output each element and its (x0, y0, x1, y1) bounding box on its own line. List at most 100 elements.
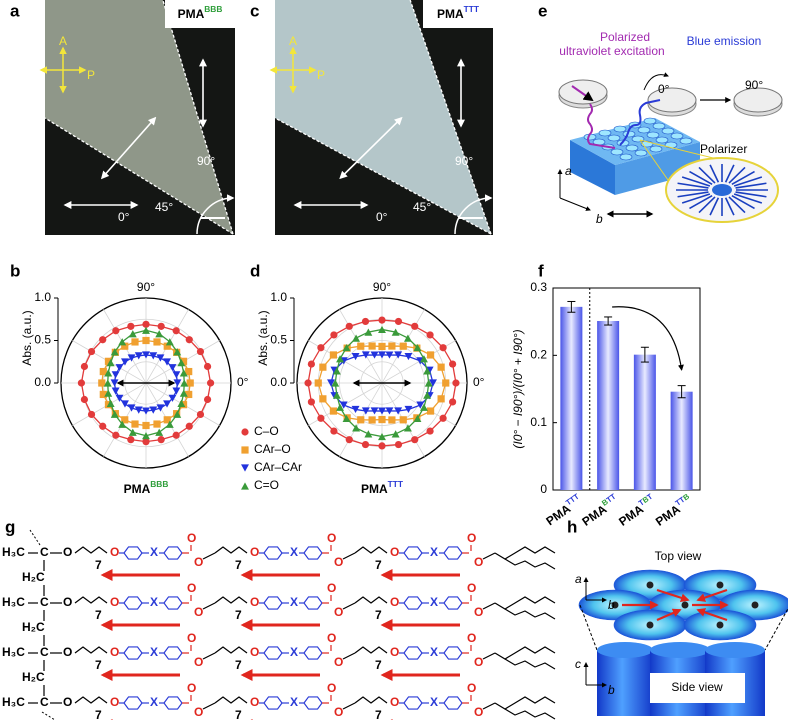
view-label: Side view (671, 680, 723, 694)
phenyl-ring (123, 546, 143, 560)
label-box (423, 0, 493, 28)
data-point (111, 387, 120, 395)
carbonyl-oxygen: O (467, 681, 476, 695)
dipole-arrow (696, 588, 728, 602)
polarizer-face (647, 87, 697, 113)
spacer-count: 7 (375, 558, 382, 572)
data-point (118, 420, 127, 428)
ester-oxygen: O (63, 695, 72, 709)
bond (482, 702, 496, 710)
wedge-edge (162, 0, 234, 235)
data-point (378, 316, 386, 324)
alkyl-tail (504, 558, 556, 570)
data-point (115, 394, 124, 402)
alkyl-tail (504, 608, 556, 620)
data-point (179, 357, 188, 365)
carbonyl-oxygen: O (467, 581, 476, 595)
ether-oxygen: O (250, 545, 259, 559)
linker: X (430, 645, 438, 659)
projection (579, 604, 598, 651)
column-core (611, 601, 619, 609)
data-point (426, 351, 435, 359)
y-tick-label: 0.2 (530, 348, 547, 362)
data-point (342, 414, 351, 423)
bar (633, 354, 656, 490)
data-point (327, 379, 335, 387)
data-point (426, 407, 435, 415)
mesogen (728, 166, 746, 184)
lattice-cell (655, 136, 669, 144)
data-point (378, 442, 386, 450)
data-point (104, 357, 113, 365)
film-side (570, 140, 615, 195)
data-point (142, 438, 150, 446)
data-point (426, 427, 434, 435)
phenyl-ring (443, 596, 463, 610)
data-point (403, 424, 412, 432)
panel-label: g (5, 517, 15, 536)
bond (342, 702, 356, 710)
lattice-cell (625, 144, 639, 152)
zoom-core (712, 184, 732, 196)
linker: X (430, 695, 438, 709)
data-point (314, 379, 322, 387)
r-axis-label: Abs. (a.u.) (20, 310, 34, 365)
data-point (378, 325, 386, 334)
axis-label: b (596, 212, 603, 226)
lattice-cell (649, 145, 663, 153)
angle-label: 0° (376, 210, 388, 224)
spacer-chain (214, 596, 248, 604)
angle-label: 90° (455, 154, 473, 168)
phenyl-ring (263, 646, 283, 660)
bar (597, 320, 620, 490)
chain-end (41, 711, 56, 720)
data-point (364, 328, 373, 336)
ether-oxygen: O (250, 595, 259, 609)
spacer-chain (74, 696, 108, 704)
mesogen (709, 197, 720, 216)
data-point (352, 334, 361, 342)
data-point (399, 342, 407, 350)
backbone-carbon: C (40, 695, 49, 709)
alkyl-tail (504, 708, 556, 720)
data-point (127, 322, 135, 330)
data-point (196, 347, 205, 356)
polarizer-face (733, 87, 783, 113)
mesogen (681, 193, 711, 204)
linker: X (150, 545, 158, 559)
alkyl-tail (494, 546, 556, 560)
linker: X (290, 645, 298, 659)
data-point (394, 351, 403, 359)
axis-arrow (559, 197, 591, 211)
phenyl-ring (123, 646, 143, 660)
data-point (378, 415, 386, 424)
axis-label: a (565, 164, 572, 178)
label-sup: TTT (464, 4, 480, 14)
data-point (179, 369, 188, 377)
lattice-cell (661, 127, 675, 135)
data-point (163, 358, 171, 366)
data-point (128, 428, 137, 436)
carbonyl-oxygen: O (467, 631, 476, 645)
data-point (413, 343, 422, 352)
phenyl-ring (163, 546, 183, 560)
spacer-chain (74, 646, 108, 654)
data-point (155, 428, 164, 436)
data-point (77, 379, 85, 387)
data-point (177, 359, 186, 367)
data-point (437, 363, 445, 371)
ether-oxygen: O (390, 645, 399, 659)
legend-marker (241, 428, 249, 436)
label-base: PMA (124, 482, 151, 496)
data-point (207, 379, 215, 387)
data-point (121, 416, 129, 424)
data-point (370, 351, 379, 359)
data-point (106, 359, 115, 367)
data-point (121, 342, 129, 350)
mesogen (731, 194, 755, 210)
data-point (361, 351, 370, 359)
phenyl-ring (403, 646, 423, 660)
bond (342, 602, 356, 610)
data-point (342, 343, 351, 352)
